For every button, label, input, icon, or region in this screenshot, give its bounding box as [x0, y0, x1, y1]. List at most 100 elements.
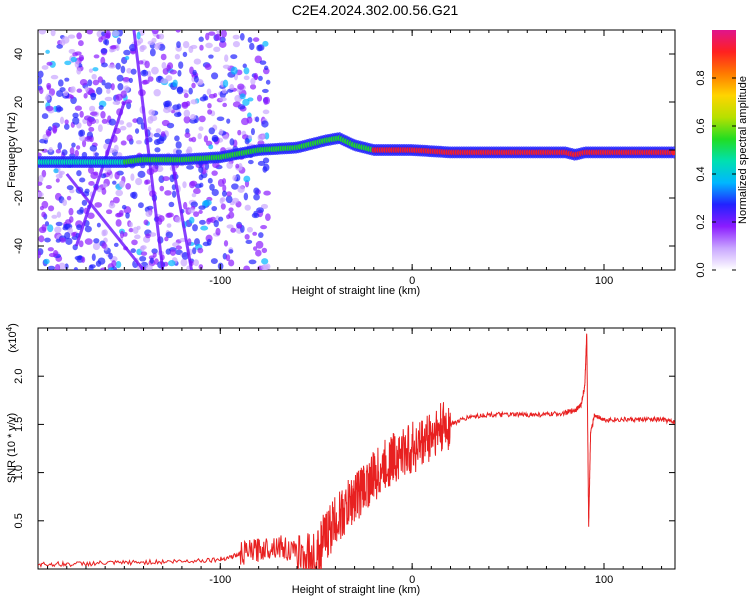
spectrogram-cell — [89, 105, 96, 112]
spectrogram-cell — [55, 148, 62, 154]
spectrogram-cell — [252, 231, 258, 236]
spectrogram-cell — [263, 65, 269, 71]
spectrogram-cell — [137, 170, 146, 178]
spectrogram-cell — [153, 132, 161, 138]
spectrogram-cell — [225, 254, 231, 262]
spectrogram-cell — [55, 238, 61, 243]
spectrogram-cell — [219, 96, 227, 102]
spectrogram-cell — [38, 250, 41, 259]
spectrogram-cell — [257, 75, 263, 81]
snr-xlabel: Height of straight line (km) — [292, 584, 420, 596]
colorbar-tick-label: 0.4 — [695, 166, 707, 181]
spectrogram-cell — [226, 161, 233, 169]
spectrogram-cell — [115, 189, 124, 197]
spectrogram-cell — [58, 79, 64, 87]
spectrogram-cell — [263, 190, 271, 196]
spectrogram-cell — [39, 205, 44, 211]
spectrogram-cell — [140, 251, 148, 256]
spectrogram-cell — [111, 30, 120, 37]
spectrogram-cell — [38, 181, 43, 186]
spectrogram-cell — [251, 212, 260, 219]
spectrogram-cell — [79, 177, 86, 183]
spectrogram-cell — [63, 90, 69, 97]
spectrogram-cell — [167, 260, 176, 267]
spectrogram-cell — [105, 30, 111, 38]
spectrogram-cell — [202, 94, 207, 100]
spectrogram-cell — [136, 31, 141, 40]
spectrogram-cell — [61, 149, 68, 156]
spectrogram-cell — [128, 227, 134, 233]
spectrogram-cell — [249, 84, 257, 90]
spectrogram-cell — [222, 102, 227, 108]
spectrogram-cell — [92, 67, 99, 72]
spectrogram-cell — [145, 179, 151, 185]
spectrogram-cell — [45, 185, 52, 190]
spectrogram-cell — [250, 77, 256, 85]
spectrogram-cell — [100, 48, 108, 54]
spectrogram-cell — [226, 191, 232, 197]
spectrogram-cell — [199, 44, 204, 51]
spectrogram-cell — [44, 237, 51, 243]
spectrogram-cell — [176, 41, 181, 49]
spectrogram-cell — [84, 136, 93, 142]
spectrogram-cell — [41, 148, 48, 153]
spectrogram-cell — [192, 247, 197, 255]
spectrogram-cell — [131, 191, 138, 200]
spectrogram-cell — [71, 142, 76, 148]
spectrogram-cell — [232, 40, 240, 48]
spectrogram-cell — [66, 185, 74, 191]
spectrogram-cell — [53, 168, 59, 174]
spectrogram-cell — [38, 191, 44, 198]
spectrogram-cell — [147, 76, 154, 82]
spectrogram-cell — [243, 192, 249, 201]
spectrogram-cell — [244, 138, 250, 145]
colorbar-gradient — [712, 30, 736, 270]
spectrogram-cell — [171, 184, 177, 191]
spectrogram-cell — [198, 209, 203, 214]
spectrogram-cell — [245, 239, 253, 244]
spectrogram-cell — [89, 264, 96, 269]
spectrogram-cell — [262, 166, 268, 173]
spectrogram-cell — [76, 88, 83, 93]
spectrogram-cell — [115, 44, 120, 52]
spectrogram-cell — [88, 126, 95, 132]
spectrogram-cell — [61, 36, 70, 44]
spectrogram-cell — [101, 242, 107, 249]
spectrogram-cell — [193, 75, 199, 83]
spectrogram-streak — [132, 30, 165, 270]
spectrogram-cell — [261, 258, 269, 265]
spectrogram-cell — [188, 137, 193, 142]
x-tick-label: 0 — [409, 275, 415, 287]
spectrogram-cell — [183, 201, 188, 210]
spectrogram-cell — [143, 219, 149, 226]
spectrogram-cell — [165, 212, 173, 218]
y-tick-label: 0 — [13, 147, 25, 153]
spectrogram-cell — [177, 70, 182, 77]
spectrogram-cell — [88, 181, 95, 186]
spectrogram-cell — [210, 258, 218, 264]
spectrogram-cell — [237, 83, 245, 90]
x-tick-label: -100 — [209, 275, 231, 287]
spectrogram-cell — [115, 260, 122, 269]
spectrogram-cell — [265, 213, 271, 221]
spectrogram-cell — [169, 249, 176, 256]
spectrogram-cell — [168, 201, 175, 208]
spectrogram-cell — [41, 65, 49, 70]
spectrogram-cell — [261, 247, 268, 254]
spectrogram-cell — [65, 237, 73, 245]
spectrogram-cell — [101, 187, 107, 195]
spectrogram-cell — [232, 34, 240, 40]
spectrogram-cell — [120, 125, 127, 131]
spectrogram-xlabel: Height of straight line (km) — [292, 285, 420, 297]
spectrogram-cell — [225, 195, 233, 204]
spectrogram-cell — [81, 256, 86, 263]
y-tick-label: 0.5 — [13, 513, 25, 528]
spectrogram-cell — [130, 248, 136, 254]
spectrogram-cell — [126, 122, 133, 128]
spectrogram-cell — [176, 86, 184, 93]
spectrogram-axes: -100 0 100 -40 -20 0 20 40 — [13, 30, 675, 287]
spectrogram-cell — [189, 118, 198, 124]
spectrogram-cell — [105, 209, 113, 215]
y-tick-label: -40 — [13, 238, 25, 254]
spectrogram-cell — [175, 141, 182, 149]
